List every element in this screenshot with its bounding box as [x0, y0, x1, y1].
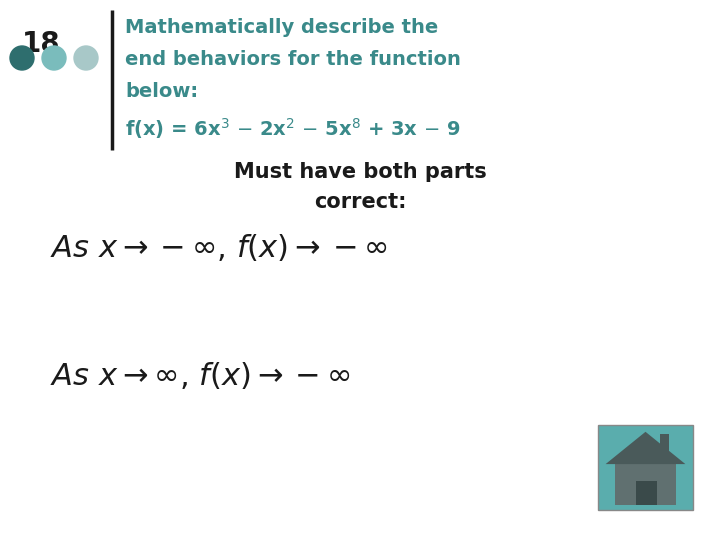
Circle shape [74, 46, 98, 70]
Text: 18: 18 [22, 30, 60, 58]
Bar [615, 464, 676, 505]
FancyBboxPatch shape [598, 425, 693, 510]
Text: Must have both parts: Must have both parts [233, 162, 487, 182]
Text: f(x) = 6x$^3$ $-$ 2x$^2$ $-$ 5x$^8$ + 3x $-$ 9: f(x) = 6x$^3$ $-$ 2x$^2$ $-$ 5x$^8$ + 3x… [125, 116, 461, 141]
Polygon shape [606, 432, 685, 464]
Text: $\mathit{As}\ \mathit{x} \rightarrow \infty\mathit{,}\ \mathit{f}(\mathit{x}) \r: $\mathit{As}\ \mathit{x} \rightarrow \in… [50, 360, 351, 391]
Text: end behaviors for the function: end behaviors for the function [125, 50, 461, 69]
Text: correct:: correct: [314, 192, 406, 212]
Text: $\mathit{As}\ \mathit{x} \rightarrow -\infty\mathit{,}\ \mathit{f}(\mathit{x}) \: $\mathit{As}\ \mathit{x} \rightarrow -\i… [50, 232, 388, 263]
Circle shape [42, 46, 66, 70]
Bar [636, 481, 657, 505]
Text: below:: below: [125, 82, 198, 101]
Text: Mathematically describe the: Mathematically describe the [125, 18, 438, 37]
Circle shape [10, 46, 34, 70]
Bar [660, 434, 670, 455]
